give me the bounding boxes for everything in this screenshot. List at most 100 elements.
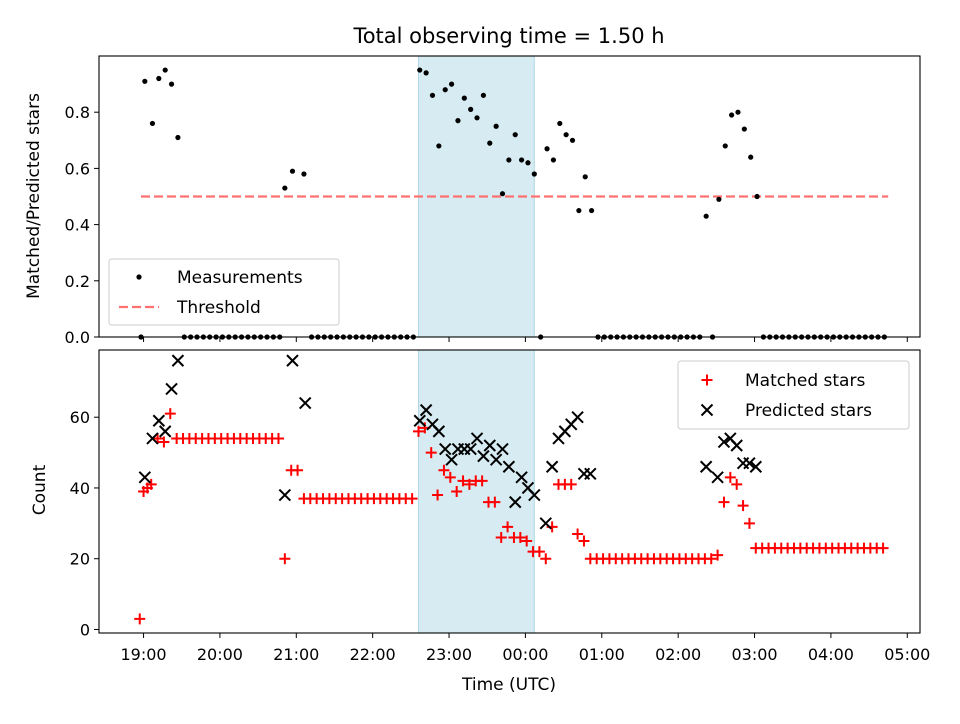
legend-predicted-label: Predicted stars [745,401,872,421]
matched-star-point [877,542,889,554]
x-tick-label: 04:00 [808,645,854,664]
matched-star-point [457,475,469,487]
matched-star-point [425,447,437,459]
predicted-star-point [502,460,516,473]
predicted-star-point [509,495,522,509]
predicted-star-point [528,488,541,502]
predicted-star-point [171,354,185,367]
measurement-point [589,207,595,214]
measurement-point [716,196,722,202]
predicted-star-point [717,435,731,449]
matched-star-point [724,471,736,483]
x-tick-label: 23:00 [426,645,472,664]
measurement-point [493,123,499,129]
x-tick-label: 20:00 [197,645,243,664]
measurement-point [162,67,168,73]
y-tick-label: 40 [70,479,90,498]
predicted-star-point [152,414,166,427]
measurement-point [468,106,474,112]
y-tick-label: 0.6 [65,159,90,178]
measurement-point [506,157,512,163]
predicted-star-point [464,442,477,456]
measurement-point [417,67,423,73]
predicted-star-point [515,471,528,484]
matched-star-point [164,408,176,420]
predicted-star-point [419,403,433,417]
predicted-star-point [749,460,763,473]
matched-star-point [731,478,743,490]
measurement-point [531,171,537,177]
predicted-star-point [477,449,490,463]
predicted-star-point [413,414,426,427]
measurement-point [448,81,455,87]
bottom-legend: Matched stars Predicted stars [677,360,910,430]
top-y-axis-label: Matched/Predicted stars [24,93,44,299]
x-tick-label: 00:00 [502,645,548,664]
measurement-point [754,193,760,200]
bottom-plot-frame [98,349,921,634]
measurement-point [487,140,493,146]
predicted-star-point [730,439,743,452]
x-tick-label: 02:00 [655,645,701,664]
matched-star-point [412,425,424,437]
measurement-point [156,75,162,82]
measurement-point [569,137,576,143]
matched-star-point [578,535,590,547]
legend-measurement-marker [136,274,142,280]
measurement-point [722,143,728,149]
matched-star-point [533,546,545,558]
legend-measurements-label: Measurements [177,268,303,288]
y-tick-label: 0.2 [65,272,90,291]
predicted-star-point [489,453,503,466]
matched-star-point [152,432,164,444]
predicted-star-point [146,432,159,445]
measurement-point [703,213,709,219]
x-tick-label: 21:00 [273,645,319,664]
measurement-point [582,174,588,180]
y-tick-label: 0.8 [65,103,90,122]
predicted-star-point [165,382,178,396]
predicted-star-point [483,439,496,452]
measurement-point [512,132,518,138]
x-tick-label: 01:00 [579,645,625,664]
y-tick-label: 0.4 [65,216,90,235]
matched-star-point [743,517,755,529]
matched-star-point [540,553,552,565]
measurement-point [282,185,288,191]
measurement-point [729,112,735,118]
highlight-span [417,349,535,634]
legend-box [677,360,910,430]
predicted-star-point [496,442,509,456]
x-axis-label: Time (UTC) [461,675,556,695]
matched-star-point [572,528,584,540]
legend-predicted-marker [700,403,714,417]
top-plot-frame [98,55,921,338]
matched-star-point [444,471,456,483]
measurement-point [748,154,754,160]
measurement-point [741,126,747,132]
predicted-star-point [138,471,152,484]
y-tick-label: 0.0 [65,328,90,347]
measurement-point [557,120,563,127]
measurement-point [499,191,506,197]
measurement-point [544,146,550,152]
matched-star-point [489,496,501,508]
matched-star-point [737,500,749,512]
predicted-star-point [278,488,292,502]
matched-star-point [565,478,577,490]
matched-star-point [521,535,533,547]
matched-star-point [718,496,730,508]
predicted-star-point [699,460,713,473]
predicted-star-point [711,471,724,484]
bottom-y-axis-label: Count [30,464,50,515]
y-tick-label: 0 [80,620,90,639]
predicted-star-point [743,456,756,470]
count-plot: 0 20 40 60 19:00 20:00 21:00 22:00 23:00 00:00 01:… [70,349,930,664]
measurement-point [461,95,467,101]
measurement-point [168,81,175,87]
measurement-point [436,143,442,149]
predicted-star-point [298,396,312,410]
matched-star-point [463,478,475,490]
measurement-point [480,92,487,98]
